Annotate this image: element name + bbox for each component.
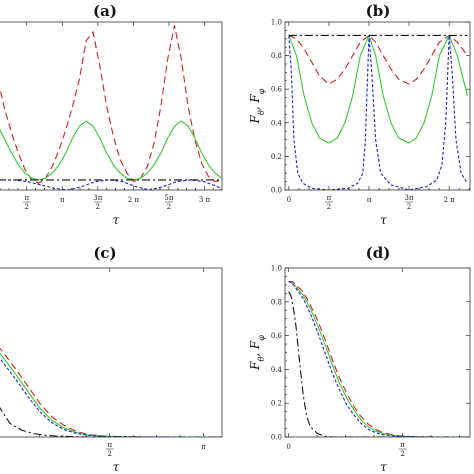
y-tick-label: 0.6 bbox=[271, 86, 283, 94]
series-line-1 bbox=[288, 33, 468, 144]
plot-frame bbox=[0, 267, 223, 438]
plot-frame bbox=[0, 21, 223, 191]
x-tick-label-num: π bbox=[107, 441, 112, 449]
series-group bbox=[288, 33, 468, 190]
x-tick-label-num: π bbox=[400, 441, 405, 449]
y-tick-label: 0.4 bbox=[271, 366, 283, 374]
x-axis-label: τ bbox=[380, 460, 387, 474]
series-line-0 bbox=[0, 347, 222, 437]
x-tick-label-num: 3π bbox=[405, 194, 414, 202]
y-tick-label: 0.0 bbox=[271, 434, 282, 442]
x-tick-label: 2 π bbox=[444, 196, 456, 204]
plot-frame bbox=[284, 267, 471, 438]
x-tick-label-den: 2 bbox=[25, 203, 29, 211]
series-line-3 bbox=[0, 406, 222, 437]
series-line-0 bbox=[288, 34, 468, 85]
panel-label: (c) bbox=[93, 244, 116, 262]
x-tick-label-den: 2 bbox=[108, 450, 112, 458]
x-tick-label-den: 2 bbox=[327, 203, 331, 211]
x-axis-label: τ bbox=[113, 213, 120, 227]
y-tick-label: 1.0 bbox=[271, 19, 282, 27]
panel-label: (a) bbox=[93, 2, 117, 20]
series-group bbox=[0, 25, 222, 190]
x-tick-label-num: 5π bbox=[164, 194, 173, 202]
series-line-2 bbox=[288, 281, 470, 437]
x-tick-label: 2 π bbox=[128, 196, 140, 204]
y-axis-label: Fθ, Fφ bbox=[248, 88, 266, 124]
x-tick-label: 0 bbox=[287, 196, 291, 204]
panel-label: (d) bbox=[366, 244, 391, 262]
series-line-2 bbox=[288, 35, 468, 190]
y-tick-label: 0.2 bbox=[271, 153, 282, 161]
x-tick-label-den: 2 bbox=[167, 203, 171, 211]
x-tick-label-den: 2 bbox=[407, 203, 411, 211]
x-tick-label-den: 2 bbox=[400, 450, 404, 458]
y-axis-label: Fθ, Fφ bbox=[248, 335, 266, 371]
series-line-0 bbox=[0, 25, 222, 184]
x-tick-label: π bbox=[367, 196, 372, 204]
series-group bbox=[288, 280, 470, 437]
y-tick-label: 0.2 bbox=[271, 400, 282, 408]
x-tick-label: 3 π bbox=[199, 196, 211, 204]
y-tick-label: 0.6 bbox=[271, 332, 283, 340]
x-axis-label: τ bbox=[113, 460, 120, 474]
x-tick-label-den: 2 bbox=[96, 203, 100, 211]
series-group bbox=[0, 347, 222, 437]
y-tick-label: 0.0 bbox=[271, 187, 282, 195]
y-tick-label: 0.8 bbox=[271, 298, 282, 306]
panel-label: (b) bbox=[366, 2, 391, 20]
x-axis-label: τ bbox=[380, 213, 387, 227]
x-tick-label-num: π bbox=[327, 194, 332, 202]
panel-d: (d) 0 π2 0.0 0.2 0.4 0.6 0.8 1.0 τ Fθ, Fφ bbox=[248, 244, 471, 474]
series-line-0 bbox=[288, 280, 470, 437]
series-line-2 bbox=[0, 179, 222, 190]
series-line-1 bbox=[0, 352, 222, 437]
y-tick-label: 0.8 bbox=[271, 52, 282, 60]
x-tick-label: π bbox=[201, 443, 206, 451]
series-line-1 bbox=[288, 281, 470, 437]
y-tick-label: 0.4 bbox=[271, 119, 283, 127]
x-tick-label: 0 bbox=[286, 443, 290, 451]
series-line-1 bbox=[0, 120, 222, 181]
x-tick-label-num: 3π bbox=[93, 194, 102, 202]
x-tick-label-num: π bbox=[24, 194, 29, 202]
y-tick-label: 1.0 bbox=[271, 265, 282, 273]
series-line-2 bbox=[0, 357, 222, 437]
series-line-3 bbox=[288, 291, 470, 437]
x-tick-label: π bbox=[60, 196, 65, 204]
